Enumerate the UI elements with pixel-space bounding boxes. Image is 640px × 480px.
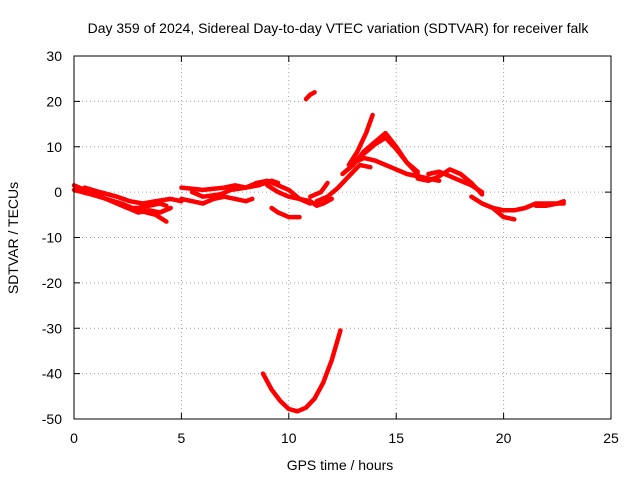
y-tick-label: 20	[46, 93, 62, 109]
grid	[74, 56, 611, 419]
y-axis-label: SDTVAR / TECUs	[5, 182, 21, 294]
data-series	[71, 90, 566, 414]
series-track-21	[533, 201, 566, 208]
series-track-15	[361, 135, 420, 177]
series-track-2	[71, 187, 169, 224]
plot-frame	[73, 55, 612, 420]
series-track-16	[350, 155, 442, 184]
series-track-7	[189, 178, 281, 199]
y-axis-ticks: 30 20 10 0 -10 -20 -30 -40 -50	[42, 48, 611, 427]
y-tick-label: -20	[42, 275, 62, 291]
series-track-10	[308, 180, 330, 199]
x-tick-label: 20	[496, 430, 512, 446]
series-track-22	[260, 328, 343, 414]
series-track-13	[346, 112, 375, 168]
series-track-4	[125, 205, 173, 215]
chart-title: Day 359 of 2024, Sidereal Day-to-day VTE…	[88, 20, 590, 36]
series-track-9	[269, 205, 302, 220]
y-tick-label: 30	[46, 48, 62, 64]
series-track-6	[179, 194, 255, 206]
x-tick-label: 10	[281, 430, 297, 446]
x-tick-label: 0	[70, 430, 78, 446]
x-tick-label: 5	[178, 430, 186, 446]
y-tick-label: -30	[42, 320, 62, 336]
x-tick-label: 25	[603, 430, 619, 446]
series-track-11	[303, 90, 317, 102]
series-track-5	[179, 178, 313, 206]
series-track-18	[426, 169, 485, 195]
series-track-8	[265, 183, 335, 208]
x-axis-ticks: 0 5 10 15 20 25	[70, 56, 619, 446]
series-track-3	[82, 185, 184, 206]
y-tick-label: -50	[42, 411, 62, 427]
x-axis-label: GPS time / hours	[287, 457, 394, 473]
x-tick-label: 15	[388, 430, 404, 446]
y-tick-label: -10	[42, 230, 62, 246]
y-tick-label: 10	[46, 139, 62, 155]
y-tick-label: -40	[42, 366, 62, 382]
series-track-12	[314, 162, 373, 204]
y-tick-label: 0	[54, 184, 62, 200]
